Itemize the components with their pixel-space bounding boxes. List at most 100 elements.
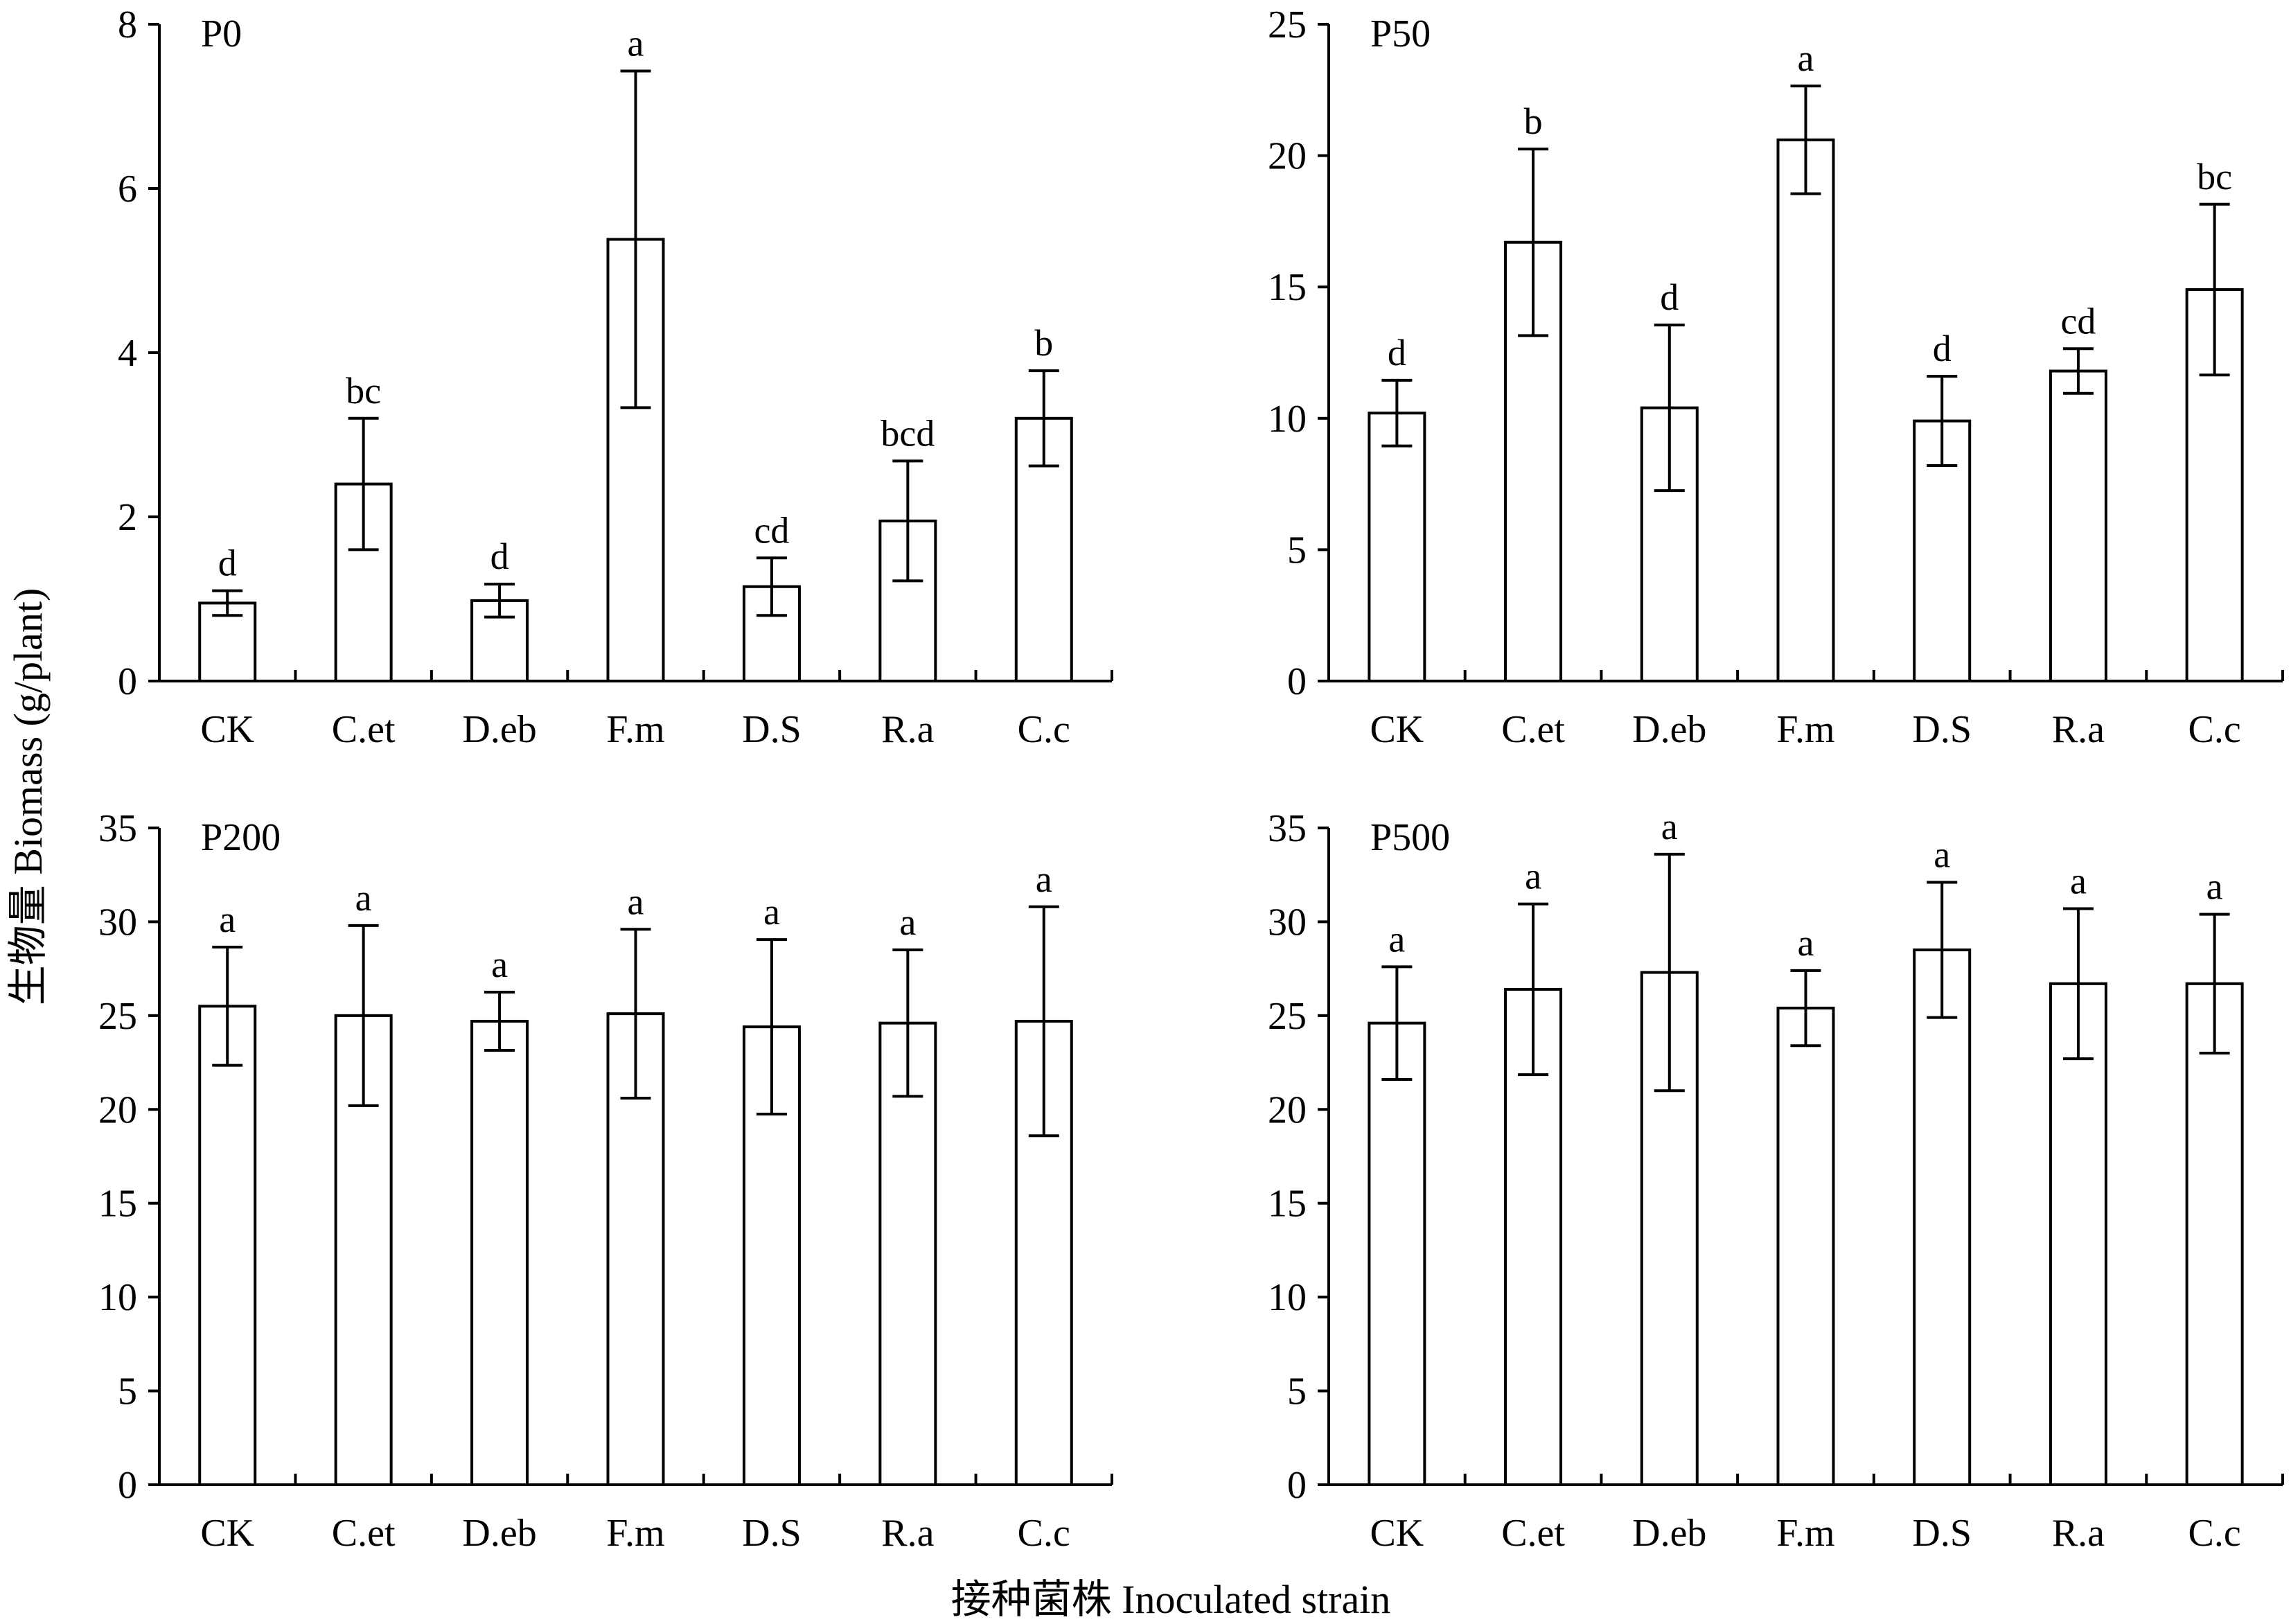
category-label: CK bbox=[1370, 708, 1424, 751]
category-label: R.a bbox=[881, 1512, 934, 1555]
significance-label: a bbox=[1525, 856, 1541, 897]
category-label: C.c bbox=[2188, 708, 2241, 751]
significance-label: a bbox=[1798, 37, 1814, 79]
y-tick-label: 0 bbox=[1287, 1464, 1307, 1507]
panel-p0: 0 2 4 6 8 P0 d CK bc C.et d D.eb a F.m cd D.S bcd R.a b C.c bbox=[118, 3, 1113, 751]
significance-label: bcd bbox=[881, 412, 935, 454]
significance-label: a bbox=[1661, 806, 1678, 847]
y-tick-label: 25 bbox=[1268, 995, 1307, 1038]
y-tick-label: 2 bbox=[118, 496, 137, 539]
y-tick-label: 20 bbox=[1268, 135, 1307, 178]
bar bbox=[878, 1021, 937, 1486]
y-tick-label: 20 bbox=[1268, 1088, 1307, 1131]
category-label: CK bbox=[200, 1512, 254, 1555]
significance-label: a bbox=[2206, 866, 2223, 908]
category-label: D.eb bbox=[1632, 1512, 1706, 1555]
category-label: C.c bbox=[1018, 708, 1070, 751]
significance-label: a bbox=[763, 891, 780, 933]
panel-label: P0 bbox=[201, 12, 242, 55]
y-tick-label: 30 bbox=[98, 901, 137, 944]
significance-label: d bbox=[1660, 276, 1679, 318]
significance-label: a bbox=[2070, 860, 2087, 901]
bar bbox=[2185, 982, 2244, 1486]
bar bbox=[1368, 1021, 1426, 1486]
bar bbox=[2049, 982, 2107, 1486]
category-label: D.eb bbox=[462, 1512, 536, 1555]
y-tick-label: 6 bbox=[118, 168, 137, 211]
category-label: C.c bbox=[1018, 1512, 1070, 1555]
significance-label: b bbox=[1034, 322, 1053, 364]
y-tick-label: 10 bbox=[1268, 398, 1307, 441]
significance-label: a bbox=[1798, 922, 1814, 964]
category-label: F.m bbox=[606, 708, 664, 751]
y-tick-label: 10 bbox=[98, 1276, 137, 1319]
significance-label: a bbox=[628, 881, 644, 922]
y-tick-label: 4 bbox=[118, 332, 137, 375]
bar bbox=[606, 1012, 665, 1486]
significance-label: cd bbox=[2060, 300, 2096, 342]
y-tick-label: 25 bbox=[98, 995, 137, 1038]
category-label: R.a bbox=[2052, 1512, 2105, 1555]
category-label: D.S bbox=[1912, 1512, 1972, 1555]
significance-label: d bbox=[1388, 332, 1406, 373]
bar bbox=[470, 1019, 529, 1487]
category-label: R.a bbox=[2052, 708, 2105, 751]
y-tick-label: 20 bbox=[98, 1088, 137, 1131]
significance-label: a bbox=[899, 901, 916, 943]
bar bbox=[1776, 1007, 1835, 1486]
bar bbox=[1776, 138, 1835, 682]
panel-label: P50 bbox=[1370, 12, 1431, 55]
bar bbox=[1913, 948, 1972, 1486]
significance-label: bc bbox=[346, 370, 381, 412]
significance-label: bc bbox=[2197, 156, 2232, 197]
panel-label: P500 bbox=[1370, 816, 1450, 859]
significance-label: a bbox=[1934, 834, 1950, 876]
panel-label: P200 bbox=[201, 816, 281, 859]
panel-p50: 0 5 10 15 20 25 P50 d CK b C.et d D.eb a F.m d D.S cd R.a b… bbox=[1268, 3, 2284, 751]
significance-label: cd bbox=[754, 509, 789, 551]
category-label: D.S bbox=[1912, 708, 1972, 751]
category-label: C.c bbox=[2188, 1512, 2241, 1555]
category-label: CK bbox=[200, 708, 254, 751]
y-tick-label: 15 bbox=[1268, 266, 1307, 309]
significance-label: d bbox=[1933, 328, 1952, 369]
category-label: C.et bbox=[1501, 1512, 1565, 1555]
y-tick-label: 0 bbox=[118, 1464, 137, 1507]
bar bbox=[1368, 412, 1426, 682]
significance-label: a bbox=[1388, 918, 1405, 960]
significance-label: d bbox=[490, 536, 509, 577]
bar bbox=[198, 601, 257, 682]
y-tick-label: 0 bbox=[118, 660, 137, 703]
category-label: D.S bbox=[742, 708, 802, 751]
bar bbox=[334, 482, 393, 682]
category-label: C.et bbox=[1501, 708, 1565, 751]
y-tick-label: 5 bbox=[1287, 1370, 1307, 1413]
category-label: D.eb bbox=[462, 708, 536, 751]
significance-label: a bbox=[628, 23, 644, 64]
category-label: R.a bbox=[881, 708, 934, 751]
y-tick-label: 5 bbox=[1287, 529, 1307, 572]
significance-label: b bbox=[1524, 100, 1543, 142]
significance-label: a bbox=[1036, 858, 1052, 900]
bar bbox=[2049, 369, 2107, 682]
y-tick-label: 8 bbox=[118, 3, 137, 46]
y-tick-label: 35 bbox=[1268, 807, 1307, 850]
panel-p200: 0 5 10 15 20 25 30 35 P200 a CK a C.et a D.eb a F.m a D.S a… bbox=[98, 807, 1113, 1555]
x-axis-title: 接种菌株 Inoculated strain bbox=[951, 1577, 1391, 1622]
category-label: F.m bbox=[1776, 708, 1834, 751]
category-label: F.m bbox=[606, 1512, 664, 1555]
category-label: F.m bbox=[1776, 1512, 1834, 1555]
y-tick-label: 25 bbox=[1268, 3, 1307, 46]
y-tick-label: 0 bbox=[1287, 660, 1307, 703]
panel-p500: 0 5 10 15 20 25 30 35 P500 a CK a C.et a D.eb a F.m a D.S a… bbox=[1268, 806, 2284, 1555]
category-label: D.S bbox=[742, 1512, 802, 1555]
significance-label: d bbox=[218, 542, 237, 584]
significance-label: a bbox=[355, 877, 372, 919]
y-tick-label: 30 bbox=[1268, 901, 1307, 944]
y-tick-label: 5 bbox=[118, 1370, 137, 1413]
y-tick-label: 15 bbox=[98, 1183, 137, 1226]
category-label: CK bbox=[1370, 1512, 1424, 1555]
y-axis-title: 生物量 Biomass (g/plant) bbox=[6, 588, 51, 1006]
y-tick-label: 10 bbox=[1268, 1276, 1307, 1319]
